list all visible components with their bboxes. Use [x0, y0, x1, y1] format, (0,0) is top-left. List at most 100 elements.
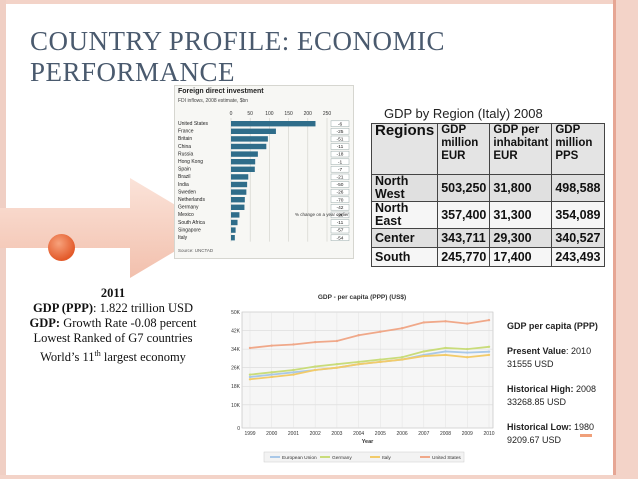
fdi-change-box [330, 128, 350, 135]
series-point [313, 365, 317, 368]
fdi-country-label: France [178, 129, 194, 135]
fdi-country-label: United States [178, 121, 209, 127]
series-point [313, 340, 317, 344]
legend-label: Germany [332, 455, 352, 461]
fdi-change-value: -70 [337, 197, 344, 203]
fdi-change-box [330, 143, 350, 150]
fdi-change-box [330, 226, 350, 234]
fdi-change-box [330, 219, 350, 226]
fdi-country-label: Mexico [178, 212, 194, 218]
fdi-country-label: Germany [178, 205, 199, 211]
fdi-tick-label: 150 [284, 111, 293, 117]
frame-top [0, 0, 638, 4]
series-point [270, 371, 273, 374]
historical-high-label: Historical High: [507, 384, 574, 394]
historical-low-value: 1980 9209.67 USD [507, 422, 595, 445]
x-tick-label: 1999 [244, 431, 255, 437]
table-header-cell: GDP per inhabitant EUR [489, 123, 553, 175]
fdi-change-value: -50 [337, 182, 344, 188]
frame-bottom [0, 475, 638, 479]
fdi-change-value: -54 [337, 235, 344, 241]
series-point [292, 368, 295, 372]
y-tick-label: 18K [231, 384, 241, 390]
fdi-country-label: Italy [178, 235, 188, 241]
x-tick-label: 2002 [310, 431, 321, 437]
fdi-country-label: Russia [178, 151, 194, 157]
table-cell: 245,770 [437, 247, 491, 267]
y-tick-label: 34K [231, 347, 241, 353]
gdp-region-table: Regions GDP million EUR GDP per inhabita… [370, 123, 605, 267]
table-cell: North East [370, 201, 439, 229]
fdi-bar [231, 189, 247, 195]
series-point [487, 318, 491, 322]
fdi-chart-source: Source: UNCTAD [178, 248, 214, 253]
legend-box [263, 451, 465, 463]
fdi-country-label: Brazil [178, 174, 191, 180]
fdi-bar [231, 136, 268, 142]
fdi-country-label: Spain [178, 167, 191, 173]
fdi-change-value: -1 [338, 159, 343, 165]
series-point [335, 339, 339, 343]
fdi-change-box [330, 204, 350, 211]
fdi-change-value: -26 [337, 190, 344, 196]
fdi-bar [231, 204, 245, 210]
series-point [248, 346, 252, 350]
series-point [487, 345, 491, 348]
x-tick-label: 2001 [288, 431, 299, 437]
gdp-region-caption: GDP by Region (Italy) 2008 [384, 106, 543, 121]
historical-high-value: 2008 33268.85 USD [507, 384, 597, 407]
summary-line4-sup: th [94, 349, 101, 358]
fdi-bar [231, 166, 255, 172]
summary-line4-post: largest economy [100, 350, 186, 365]
series-point [248, 373, 252, 376]
fdi-country-label: China [178, 144, 191, 150]
table-row: North East 357,400 31,300 354,089 [370, 201, 605, 229]
y-tick-label: 26K [231, 366, 241, 372]
x-tick-label: 2006 [397, 431, 408, 437]
plot-area [241, 311, 494, 429]
fdi-change-box [330, 166, 350, 173]
fdi-tick-label: 50 [247, 111, 253, 117]
fdi-bar [231, 174, 249, 180]
fdi-tick-label: 200 [304, 111, 313, 117]
fdi-change-box [330, 188, 350, 196]
fdi-country-label: South Africa [178, 220, 205, 226]
x-axis-label: Year [362, 439, 374, 445]
fdi-bar-chart: 0 50 100 150 200 250 United States -6 France -25 B… [178, 111, 350, 242]
x-tick-label: 2004 [353, 431, 364, 437]
table-row: North West 503,250 31,800 498,588 [370, 174, 605, 202]
series-point [422, 354, 426, 358]
summary-line3: Lowest Ranked of G7 countries [33, 331, 193, 345]
series-point [379, 330, 382, 333]
fdi-chart-panel: Foreign direct investment FDI inflows, 2… [174, 85, 354, 259]
series-point [487, 353, 491, 357]
series-point [444, 320, 447, 323]
series-point [444, 350, 447, 353]
table-cell: 17,400 [489, 247, 553, 267]
table-cell: 357,400 [437, 201, 491, 229]
table-row: Center 343,711 29,300 340,527 [370, 228, 605, 248]
fdi-change-value: -11 [337, 220, 344, 226]
present-value-label: Present Value [507, 346, 567, 356]
series-point [248, 378, 252, 381]
orange-mark [580, 434, 592, 437]
series-point [270, 344, 273, 347]
series-point [248, 375, 252, 379]
table-cell: 343,711 [437, 228, 491, 248]
series-line [249, 354, 490, 381]
fdi-change-value: -25 [337, 129, 344, 135]
fdi-legend-label: % change on a year earlier [295, 212, 349, 217]
legend-label: European Union [282, 455, 317, 461]
table-cell: Center [370, 228, 439, 248]
series-point [335, 363, 339, 366]
series-point [335, 366, 339, 369]
summary-line1-label: GDP (PPP) [32, 301, 94, 315]
table-header-cell: GDP million PPS [551, 123, 605, 175]
fdi-bar [231, 143, 267, 150]
series-point [400, 358, 404, 361]
fdi-bar [231, 159, 256, 165]
table-cell: 498,588 [551, 174, 605, 202]
table-header-cell: GDP million EUR [437, 123, 491, 175]
gdp-stats-panel: GDP per capita (PPP) Present Value: 2010… [507, 320, 617, 459]
legend-label: United States [432, 455, 461, 461]
